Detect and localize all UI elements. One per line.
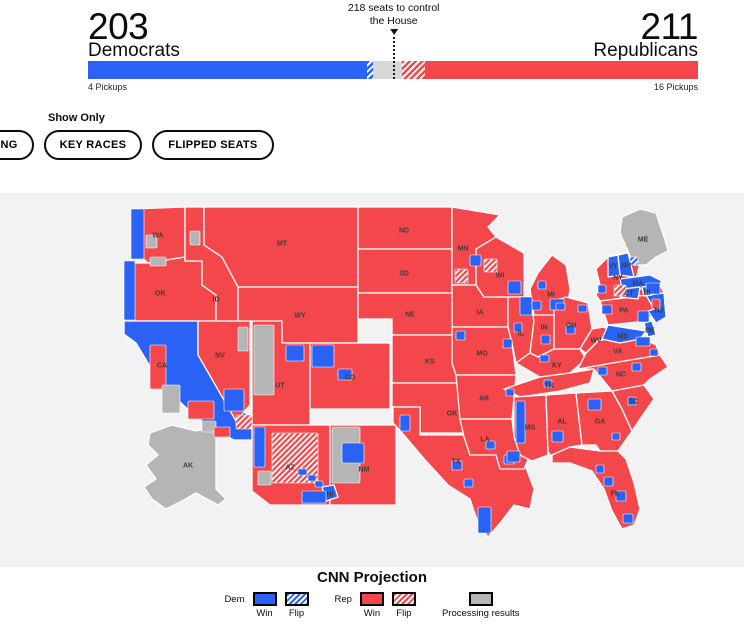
state-MO[interactable] (451, 326, 517, 376)
dem-seat-count: 203 (88, 6, 149, 47)
filter-button-key-races[interactable]: KEY RACES (43, 130, 143, 160)
state-AK[interactable] (143, 424, 227, 510)
state-AZ[interactable] (251, 424, 331, 506)
legend-dem-win: Win (252, 592, 277, 619)
state-WA[interactable] (130, 206, 186, 264)
bar-segment-dem-flip (367, 61, 373, 79)
bar-segment-dem-win (88, 61, 368, 79)
map-panel: WA OR CA NV ID MT WY UT CO AZ NM ND SD NE KS OK TX MN IA MO… (0, 193, 744, 567)
rep-flip-swatch (391, 592, 416, 606)
map-legend: Dem Win Flip Rep Win Flip Processing res… (0, 592, 744, 619)
state-SD[interactable] (357, 248, 453, 294)
majority-marker: 218 seats to control the House (347, 2, 440, 36)
balance-of-power: 203 Democrats 211 Republicans 218 seats … (0, 0, 744, 110)
rep-seat-count: 211 (640, 6, 699, 47)
majority-marker-label-line1: 218 seats to control (347, 2, 440, 14)
legend-dem-label: Dem (224, 594, 245, 605)
rep-party-label: Republicans (593, 40, 698, 61)
legend-rep-win: Win (359, 592, 384, 619)
rep-win-label: Win (363, 608, 381, 619)
bar-segment-undecided (372, 61, 403, 79)
state-NE[interactable] (357, 292, 461, 336)
dem-win-label: Win (256, 608, 273, 619)
dem-flip-swatch (284, 592, 309, 606)
legend-rep-flip: Flip (391, 592, 416, 619)
legend-dem-flip: Flip (284, 592, 309, 619)
filter-button-flipped-seats[interactable]: FLIPPED SEATS (152, 130, 274, 160)
state-MD[interactable] (601, 324, 647, 344)
state-ND[interactable] (357, 206, 453, 250)
state-NM[interactable] (329, 424, 397, 506)
state-ME[interactable] (619, 208, 669, 266)
show-only-label: Show Only (48, 112, 105, 124)
state-RI[interactable] (641, 285, 653, 297)
rep-win-swatch (359, 592, 384, 606)
state-CO[interactable] (309, 342, 391, 410)
dem-party-label: Democrats (88, 40, 180, 61)
majority-marker-label-line2: the House (369, 14, 418, 27)
filter-button-row: LEADING KEY RACES FLIPPED SEATS (0, 130, 274, 160)
majority-marker-arrow-icon (389, 29, 398, 36)
state-MS[interactable] (513, 394, 549, 462)
rep-flip-label: Flip (396, 608, 412, 619)
bar-segment-rep-flip (402, 61, 425, 79)
state-CT[interactable] (619, 286, 641, 300)
balance-bar (88, 61, 699, 79)
processing-swatch (468, 592, 493, 606)
dem-win-swatch (252, 592, 277, 606)
projection-title: CNN Projection (316, 569, 427, 586)
state-AR[interactable] (455, 374, 517, 420)
legend-processing: Processing results (442, 592, 520, 619)
rep-pickups: 16 Pickups (653, 82, 698, 92)
dem-flip-label: Flip (288, 608, 305, 619)
processing-label: Processing results (441, 608, 520, 619)
bar-segment-rep-win (424, 61, 699, 79)
state-DE[interactable] (643, 320, 657, 338)
state-FL[interactable] (551, 446, 641, 530)
legend-rep-label: Rep (334, 594, 352, 605)
state-WI[interactable] (475, 236, 525, 298)
filter-button-leading[interactable]: LEADING (0, 130, 34, 160)
dem-pickups: 4 Pickups (88, 82, 128, 92)
majority-marker-line (392, 37, 395, 79)
